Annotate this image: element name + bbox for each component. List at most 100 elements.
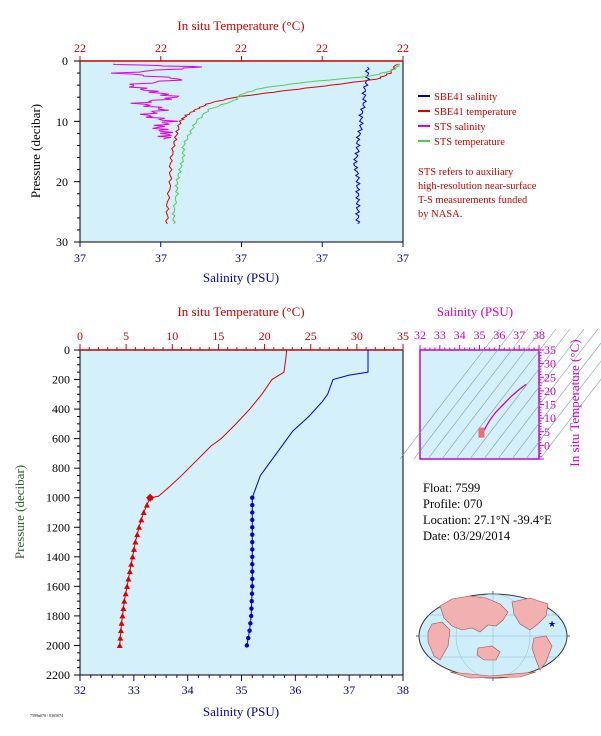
top-pressure-ticks: 0 10 20 30 <box>56 54 68 249</box>
ts-density-contour <box>511 342 601 460</box>
ts-density-contour <box>539 378 601 460</box>
ts-density-contour <box>413 328 515 460</box>
top-pressure-tick-label: 10 <box>56 115 68 129</box>
temperature-marker <box>128 561 135 567</box>
sts-salinity-line <box>110 63 203 140</box>
top-sal-tick-label: 37 <box>316 251 328 265</box>
bottom-temp-tick-label: 15 <box>212 329 224 343</box>
ts-sal-tick-label: 38 <box>533 328 545 342</box>
ts-density-contour <box>399 328 501 460</box>
continent-antarctica <box>449 671 537 679</box>
map-continents <box>427 595 553 679</box>
temperature-marker <box>143 502 150 508</box>
temperature-profile-line <box>119 349 288 646</box>
legend: SBE41 salinity SBE41 temperature STS sal… <box>418 92 517 148</box>
float-info: Float: 7599 Profile: 070 Location: 27.1°… <box>423 481 552 543</box>
bottom-pressure-tick-label: 400 <box>52 402 70 416</box>
sbe-salinity-line <box>353 66 371 225</box>
top-axis-tick-marks <box>74 56 404 247</box>
bottom-series-group <box>116 349 369 648</box>
ts-density-contour <box>497 328 599 460</box>
ts-sal-tick-label: 36 <box>493 328 505 342</box>
bottom-sal-tick-label: 35 <box>236 683 248 697</box>
temperature-marker <box>116 642 123 648</box>
location: Location: 27.1°N -39.4°E <box>423 513 552 527</box>
profile-number: Profile: 070 <box>423 497 482 511</box>
bottom-temp-tick-label: 20 <box>259 329 271 343</box>
ts-sal-tick-label: 35 <box>474 328 486 342</box>
ts-salinity-ticks: 32 33 34 35 36 37 38 <box>414 328 545 342</box>
ts-sal-tick-label: 37 <box>513 328 525 342</box>
temperature-marker <box>125 575 132 582</box>
bottom-salinity-ticks: 32 33 34 35 36 37 38 <box>74 683 409 697</box>
bottom-pressure-axis-title: Pressure (decibar) <box>12 465 27 559</box>
bottom-sal-tick-label: 32 <box>74 683 86 697</box>
ts-density-contour <box>441 328 543 460</box>
bottom-temp-tick-label: 30 <box>351 329 363 343</box>
salinity-profile-line <box>246 350 369 646</box>
bottom-temperature-ticks: 0 5 10 15 20 25 30 35 <box>77 329 409 343</box>
temperature-marker <box>117 627 124 634</box>
ts-plot-area <box>419 349 540 460</box>
sts-temperature-line <box>171 63 401 225</box>
temperature-marker <box>129 553 136 560</box>
ts-density-contours <box>399 328 601 460</box>
bottom-sal-tick-label: 33 <box>128 683 140 697</box>
top-temp-tick-label: 22 <box>397 41 409 55</box>
top-temp-tick-label: 22 <box>316 41 328 55</box>
temperature-marker <box>138 516 145 523</box>
temperature-marker <box>130 546 137 552</box>
top-sal-tick-label: 37 <box>397 251 409 265</box>
bottom-plot-area <box>79 349 404 676</box>
salinity-marker <box>248 621 253 626</box>
salinity-marker <box>250 502 255 508</box>
salinity-marker <box>250 539 255 545</box>
bottom-temp-tick-label: 0 <box>77 329 83 343</box>
ts-sal-tick-label: 34 <box>454 328 466 342</box>
temperature-marker <box>140 509 147 515</box>
ts-temperature-ticks: 0 5 10 15 20 25 30 35 <box>544 343 556 452</box>
bottom-temperature-axis-title: In situ Temperature (°C) <box>177 304 304 319</box>
temperature-marker <box>118 620 125 626</box>
salinity-marker <box>250 495 255 500</box>
ts-temp-tick-label: 20 <box>544 384 556 398</box>
temperature-marker <box>122 590 129 597</box>
top-sal-tick-label: 37 <box>74 251 86 265</box>
temperature-marker <box>121 598 128 604</box>
bottom-pressure-ticks: 0 200 400 600 800 1000 1200 1400 1600 18… <box>46 343 70 682</box>
salinity-marker <box>244 643 250 648</box>
continent-australia <box>476 645 501 661</box>
temperature-marker <box>136 524 143 530</box>
temperature-marker <box>117 635 124 641</box>
salinity-marker <box>250 562 255 567</box>
ts-density-contour <box>469 328 571 460</box>
legend-label-sts-temperature: STS temperature <box>434 137 505 148</box>
sts-note-line: by NASA. <box>418 209 462 220</box>
sts-note: STS refers to auxiliary high-resolution … <box>418 167 537 220</box>
ts-density-contour <box>525 360 601 460</box>
bottom-temp-tick-label: 25 <box>305 329 317 343</box>
ts-diagram-panel: Salinity (PSU) 32 33 34 35 36 37 38 0 5 … <box>399 304 601 467</box>
legend-label-sbe-salinity: SBE41 salinity <box>434 92 498 103</box>
ts-temp-tick-label: 0 <box>544 438 550 452</box>
bottom-sal-tick-label: 34 <box>182 683 194 697</box>
date: Date: 03/29/2014 <box>423 529 511 543</box>
bottom-temp-tick-label: 35 <box>397 329 409 343</box>
bottom-pressure-tick-label: 1800 <box>46 609 70 623</box>
sts-note-line: high-resolution near-surface <box>418 181 537 192</box>
ts-density-contour <box>483 328 585 460</box>
continent-eurasia <box>439 595 509 633</box>
salinity-marker <box>247 628 252 633</box>
full-profile-panel: In situ Temperature (°C) 0 5 10 15 20 25… <box>12 304 409 719</box>
top-temperature-axis-title: In situ Temperature (°C) <box>177 18 304 33</box>
ts-density-contour <box>427 328 529 460</box>
top-salinity-axis-title: Salinity (PSU) <box>203 270 279 285</box>
bottom-pressure-tick-label: 0 <box>64 343 70 357</box>
bottom-pressure-tick-label: 200 <box>52 373 70 387</box>
top-temp-tick-label: 22 <box>74 41 86 55</box>
sbe-temperature-line <box>165 63 399 225</box>
top-pressure-tick-label: 30 <box>56 235 68 249</box>
bottom-sal-tick-label: 38 <box>397 683 409 697</box>
ts-temp-tick-label: 5 <box>544 425 550 439</box>
ts-salinity-axis-title: Salinity (PSU) <box>437 304 513 319</box>
